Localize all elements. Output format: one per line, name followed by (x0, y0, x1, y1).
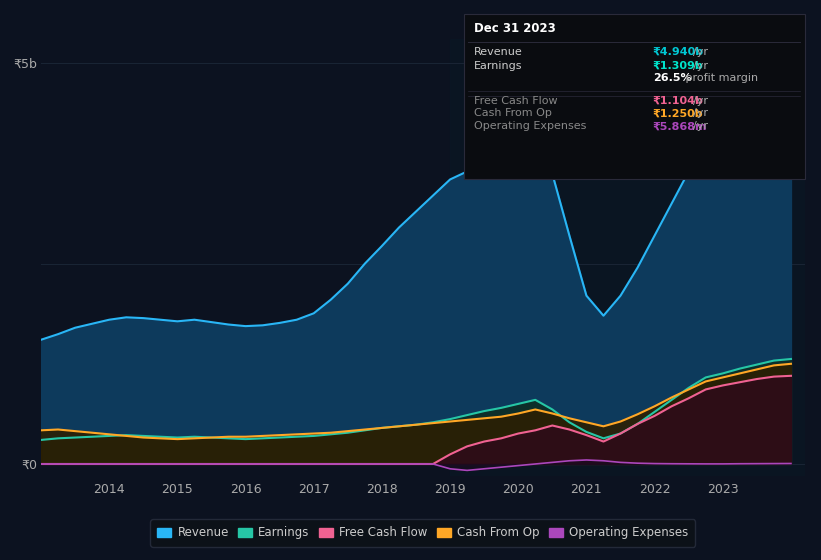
Text: Dec 31 2023: Dec 31 2023 (474, 22, 556, 35)
Text: ₹5.868m: ₹5.868m (653, 122, 707, 132)
Text: Operating Expenses: Operating Expenses (474, 122, 586, 132)
Text: ₹1.309b: ₹1.309b (653, 61, 704, 71)
Text: Earnings: Earnings (474, 61, 522, 71)
Text: Cash From Op: Cash From Op (474, 109, 552, 119)
Text: /yr: /yr (693, 122, 708, 132)
Text: /yr: /yr (693, 96, 708, 106)
Text: ₹1.250b: ₹1.250b (653, 109, 704, 119)
Legend: Revenue, Earnings, Free Cash Flow, Cash From Op, Operating Expenses: Revenue, Earnings, Free Cash Flow, Cash … (150, 519, 695, 547)
Text: profit margin: profit margin (681, 73, 758, 83)
Text: Free Cash Flow: Free Cash Flow (474, 96, 557, 106)
Text: /yr: /yr (693, 109, 708, 119)
Text: ₹1.104b: ₹1.104b (653, 96, 704, 106)
Bar (450, 39, 805, 476)
Text: 26.5%: 26.5% (653, 73, 691, 83)
Text: /yr: /yr (693, 47, 708, 57)
Text: /yr: /yr (693, 61, 708, 71)
Text: ₹4.940b: ₹4.940b (653, 47, 704, 57)
Text: Revenue: Revenue (474, 47, 522, 57)
